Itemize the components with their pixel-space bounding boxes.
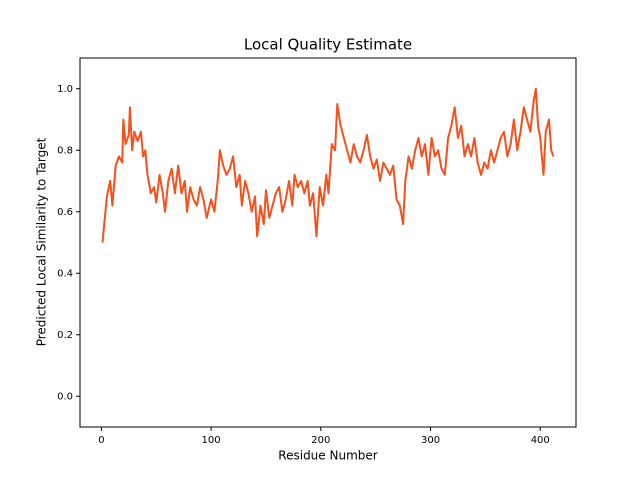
y-axis-label: Predicted Local Similarity to Target: [35, 137, 49, 346]
x-tick-label: 300: [421, 435, 440, 446]
y-tick-label: 0.8: [57, 145, 73, 156]
plot-frame: [79, 57, 577, 428]
x-tick-label: 200: [311, 435, 330, 446]
y-tick-label: 0.2: [57, 330, 73, 341]
x-tick-label: 0: [98, 435, 104, 446]
y-tick-label: 1.0: [57, 84, 73, 95]
data-line: [101, 87, 555, 243]
chart-title: Local Quality Estimate: [244, 36, 412, 54]
x-tick-label: 100: [202, 435, 221, 446]
y-tick-label: 0.6: [57, 207, 73, 218]
y-tick-label: 0.0: [57, 391, 73, 402]
x-tick-label: 400: [531, 435, 550, 446]
x-axis-label: Residue Number: [278, 449, 377, 463]
y-tick-label: 0.4: [57, 268, 73, 279]
